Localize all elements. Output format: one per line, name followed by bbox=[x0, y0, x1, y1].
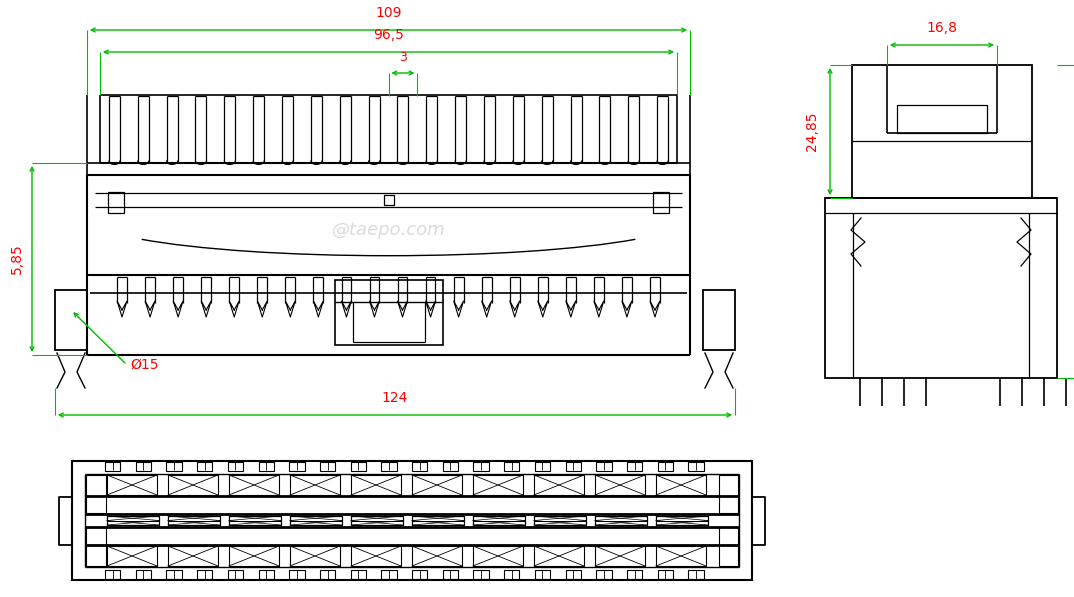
Bar bbox=[566, 462, 581, 471]
Bar bbox=[595, 546, 645, 566]
Bar bbox=[656, 475, 706, 495]
Text: 3: 3 bbox=[398, 51, 407, 64]
Bar bbox=[198, 570, 213, 579]
Bar bbox=[259, 462, 274, 471]
Bar bbox=[351, 516, 403, 525]
Bar bbox=[135, 462, 151, 471]
Bar bbox=[897, 105, 987, 133]
Bar bbox=[412, 475, 462, 495]
Text: 16,8: 16,8 bbox=[927, 21, 958, 35]
Bar bbox=[290, 475, 340, 495]
Bar bbox=[168, 546, 218, 566]
Bar bbox=[534, 516, 585, 525]
Bar bbox=[320, 570, 335, 579]
Bar bbox=[473, 516, 525, 525]
Bar bbox=[259, 570, 274, 579]
Bar bbox=[412, 570, 427, 579]
Bar bbox=[473, 546, 523, 566]
Bar bbox=[412, 516, 464, 525]
Bar bbox=[166, 462, 182, 471]
Bar bbox=[228, 462, 243, 471]
Bar bbox=[107, 546, 157, 566]
Bar bbox=[596, 570, 611, 579]
Text: 109: 109 bbox=[375, 6, 402, 20]
Bar bbox=[107, 516, 159, 525]
Bar bbox=[595, 475, 645, 495]
Bar bbox=[350, 462, 366, 471]
Bar bbox=[107, 475, 157, 495]
Bar bbox=[688, 570, 703, 579]
Bar bbox=[229, 516, 280, 525]
Bar bbox=[852, 65, 1032, 198]
Text: 24,85: 24,85 bbox=[806, 112, 819, 151]
Bar bbox=[229, 546, 279, 566]
Bar bbox=[290, 546, 340, 566]
Bar bbox=[473, 475, 523, 495]
Bar bbox=[55, 290, 87, 350]
Bar bbox=[534, 475, 584, 495]
Bar bbox=[719, 527, 738, 566]
Bar bbox=[627, 462, 642, 471]
Bar bbox=[229, 475, 279, 495]
Bar bbox=[168, 475, 218, 495]
Text: Ø15: Ø15 bbox=[130, 358, 159, 372]
Bar bbox=[320, 462, 335, 471]
Bar bbox=[474, 570, 489, 579]
Bar bbox=[86, 527, 106, 566]
Bar bbox=[535, 462, 550, 471]
Bar bbox=[412, 546, 462, 566]
Bar bbox=[688, 462, 703, 471]
Bar bbox=[719, 475, 738, 513]
Bar bbox=[228, 570, 243, 579]
Bar bbox=[653, 192, 669, 213]
Bar bbox=[412, 462, 427, 471]
Bar bbox=[657, 570, 673, 579]
Bar bbox=[105, 462, 120, 471]
Bar bbox=[381, 462, 396, 471]
Bar bbox=[334, 280, 442, 345]
Bar bbox=[381, 570, 396, 579]
Bar bbox=[198, 462, 213, 471]
Text: @taepo.com: @taepo.com bbox=[332, 221, 446, 239]
Bar bbox=[504, 462, 520, 471]
Bar bbox=[135, 570, 151, 579]
Text: 96,5: 96,5 bbox=[373, 28, 404, 42]
Text: 124: 124 bbox=[382, 391, 408, 405]
Bar bbox=[627, 570, 642, 579]
Bar bbox=[474, 462, 489, 471]
Bar bbox=[703, 290, 735, 350]
Bar bbox=[350, 570, 366, 579]
Bar bbox=[289, 570, 305, 579]
Bar bbox=[534, 546, 584, 566]
Bar bbox=[351, 546, 401, 566]
Bar bbox=[351, 475, 401, 495]
Bar bbox=[656, 546, 706, 566]
Bar bbox=[383, 195, 393, 205]
Bar bbox=[105, 570, 120, 579]
Bar bbox=[168, 516, 220, 525]
Bar bbox=[86, 475, 106, 513]
Bar bbox=[656, 516, 708, 525]
Bar bbox=[72, 461, 752, 580]
Bar bbox=[535, 570, 550, 579]
Bar bbox=[442, 462, 458, 471]
Bar bbox=[657, 462, 673, 471]
Bar bbox=[566, 570, 581, 579]
Bar bbox=[504, 570, 520, 579]
Bar bbox=[289, 462, 305, 471]
Bar bbox=[166, 570, 182, 579]
Bar bbox=[442, 570, 458, 579]
Text: 5,85: 5,85 bbox=[10, 244, 24, 275]
Bar bbox=[290, 516, 342, 525]
Bar bbox=[595, 516, 647, 525]
Bar bbox=[108, 192, 124, 213]
Bar bbox=[596, 462, 611, 471]
Bar bbox=[825, 198, 1057, 378]
